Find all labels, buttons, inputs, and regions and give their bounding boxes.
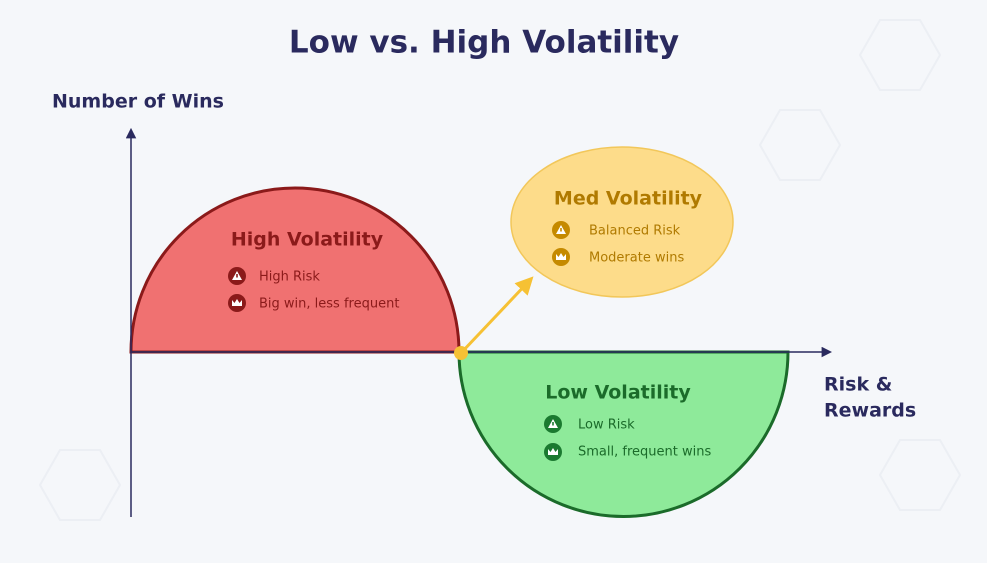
title: Low vs. High Volatility [289, 25, 679, 61]
win-icon [228, 294, 246, 312]
region-item: Balanced Risk [589, 224, 681, 239]
arrow [459, 276, 534, 355]
region-item: High Risk [259, 270, 320, 285]
risk-icon [552, 221, 570, 239]
x-axis-label: Rewards [824, 400, 916, 422]
region-item: Big win, less frequent [259, 297, 399, 312]
risk-icon [228, 267, 246, 285]
risk-icon [544, 415, 562, 433]
low-region [457, 350, 790, 518]
dot [454, 346, 468, 360]
win-icon [552, 248, 570, 266]
region-item: Moderate wins [589, 251, 684, 266]
region-item: Low Risk [578, 418, 635, 433]
region-title: Low Volatility [545, 382, 691, 404]
med-region [510, 146, 734, 298]
hex-pattern [38, 19, 962, 521]
win-icon [544, 443, 562, 461]
region-title: High Volatility [231, 229, 384, 251]
region-title: Med Volatility [554, 188, 703, 210]
x-axis-label: Risk & [824, 374, 892, 396]
high-region [129, 186, 461, 354]
region-item: Small, frequent wins [578, 445, 711, 460]
y-axis-label: Number of Wins [52, 91, 224, 113]
